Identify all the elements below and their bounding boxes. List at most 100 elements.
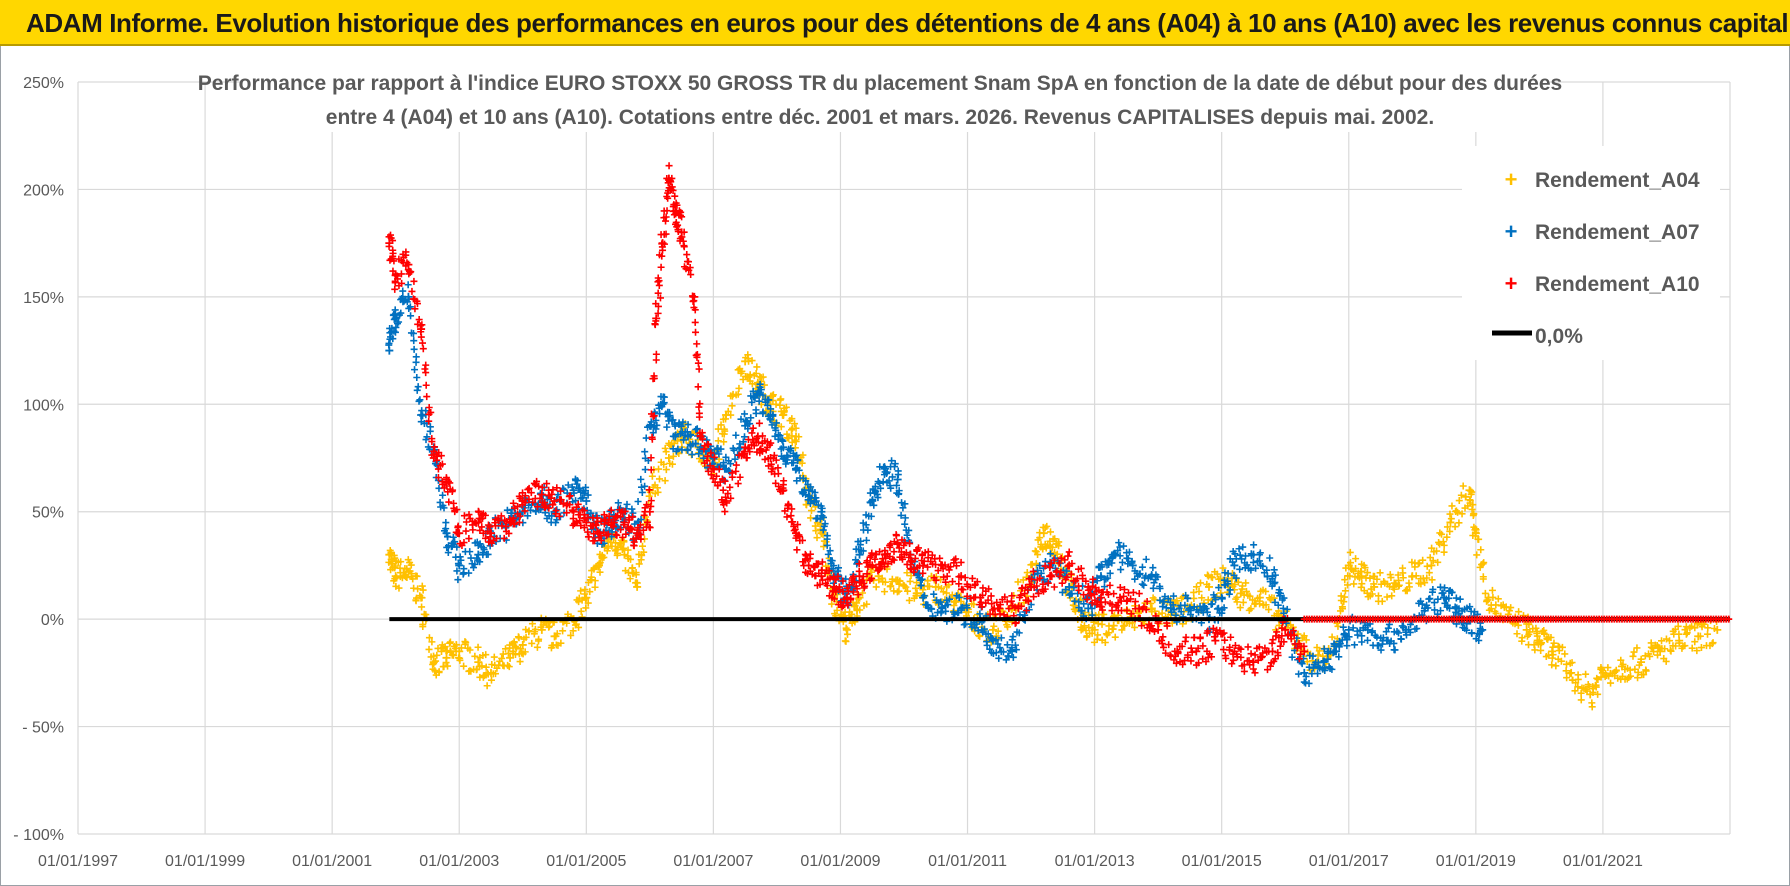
a07-point [467,554,475,562]
a04-point [1561,650,1569,658]
a04-point [431,667,439,675]
a04-point [1439,538,1447,546]
legend: + Rendement_A04 + Rendement_A07 + Rendem… [1462,146,1720,360]
a07-point [722,453,730,461]
a04-point [1352,555,1360,563]
a07-point [1452,594,1460,602]
a04-point [1302,636,1310,644]
a04-point [608,542,616,550]
a07-point [826,547,834,555]
a07-point [794,456,802,464]
a10-point [537,490,546,499]
a04-point [1034,536,1042,544]
a04-point [1554,642,1562,650]
a04-point [1558,643,1566,651]
a10-point [694,383,702,391]
a04-point [1408,573,1416,581]
a04-point [760,381,768,389]
a04-point [620,544,628,552]
a04-point [905,596,913,604]
a04-point [569,627,577,635]
a04-point [1098,620,1106,628]
a04-point [1468,505,1476,513]
a04-point [881,578,889,586]
a04-point [531,628,539,636]
a07-point [1116,552,1124,560]
a07-point [1426,595,1434,603]
a04-point [1350,580,1358,588]
a04-point [994,627,1002,635]
a04-point [521,648,529,656]
a04-point [1675,639,1683,647]
a10-point [721,508,729,516]
x-tick-label: 01/01/2019 [1436,853,1516,870]
a07-point [1358,632,1366,640]
a04-point [1662,657,1670,665]
a04-point [863,600,871,608]
a04-point [1094,620,1102,628]
a04-point [1063,587,1071,595]
a04-point [881,588,889,596]
a07-point [888,473,896,481]
a07-point [771,424,779,432]
a07-point [802,491,810,499]
a07-point [641,466,649,474]
a07-point [1040,575,1048,583]
a04-point [843,630,851,638]
a04-point [1427,561,1436,570]
a07-point [976,610,984,618]
a04-point [391,562,399,570]
a04-point [1548,661,1556,669]
a04-point [1236,604,1244,612]
a04-point [535,635,543,643]
a04-point [557,639,565,647]
a04-point [1208,574,1216,582]
chart-title-line-2: entre 4 (A04) et 10 ans (A10). Cotations… [326,106,1434,129]
a07-point [903,531,911,539]
a04-point [1458,510,1466,518]
y-tick-label: 150% [23,290,64,307]
a04-point [578,596,586,604]
a07-point [855,550,864,559]
a04-point [1691,638,1699,646]
a07-point [1100,583,1108,591]
a07-point [476,558,484,566]
a07-point [1068,590,1076,598]
a07-point [1215,584,1223,592]
a04-point [1592,681,1600,689]
a07-point [652,416,660,424]
a07-point [1106,569,1114,577]
a04-point [734,390,742,398]
a10-point [692,328,700,336]
a07-point [652,425,660,433]
a04-point [1549,651,1557,659]
a04-point [965,608,973,616]
a04-point [1607,679,1615,687]
a07-point [772,419,780,427]
a04-point [1634,668,1642,676]
a07-point [1266,554,1274,562]
a07-point [1046,550,1054,558]
a04-point [669,452,677,460]
a04-point [1647,639,1655,647]
a07-point [1430,599,1438,607]
a04-point [1039,545,1047,553]
a10-point [408,287,416,295]
a04-point [1577,689,1585,697]
a07-point [779,437,787,445]
a04-point [425,634,433,642]
a07-point [409,329,417,337]
a04-point [912,584,920,592]
a07-point [1142,555,1150,563]
a04-point [1475,535,1483,543]
a07-point [818,512,826,520]
a04-point [517,645,525,653]
a10-point [734,480,742,488]
a07-point [480,546,488,554]
a07-point [397,309,405,317]
a04-point [1661,645,1669,653]
a07-point [1037,569,1045,577]
a04-point [640,548,648,556]
a07-point [573,477,581,485]
a04-point [752,370,760,378]
